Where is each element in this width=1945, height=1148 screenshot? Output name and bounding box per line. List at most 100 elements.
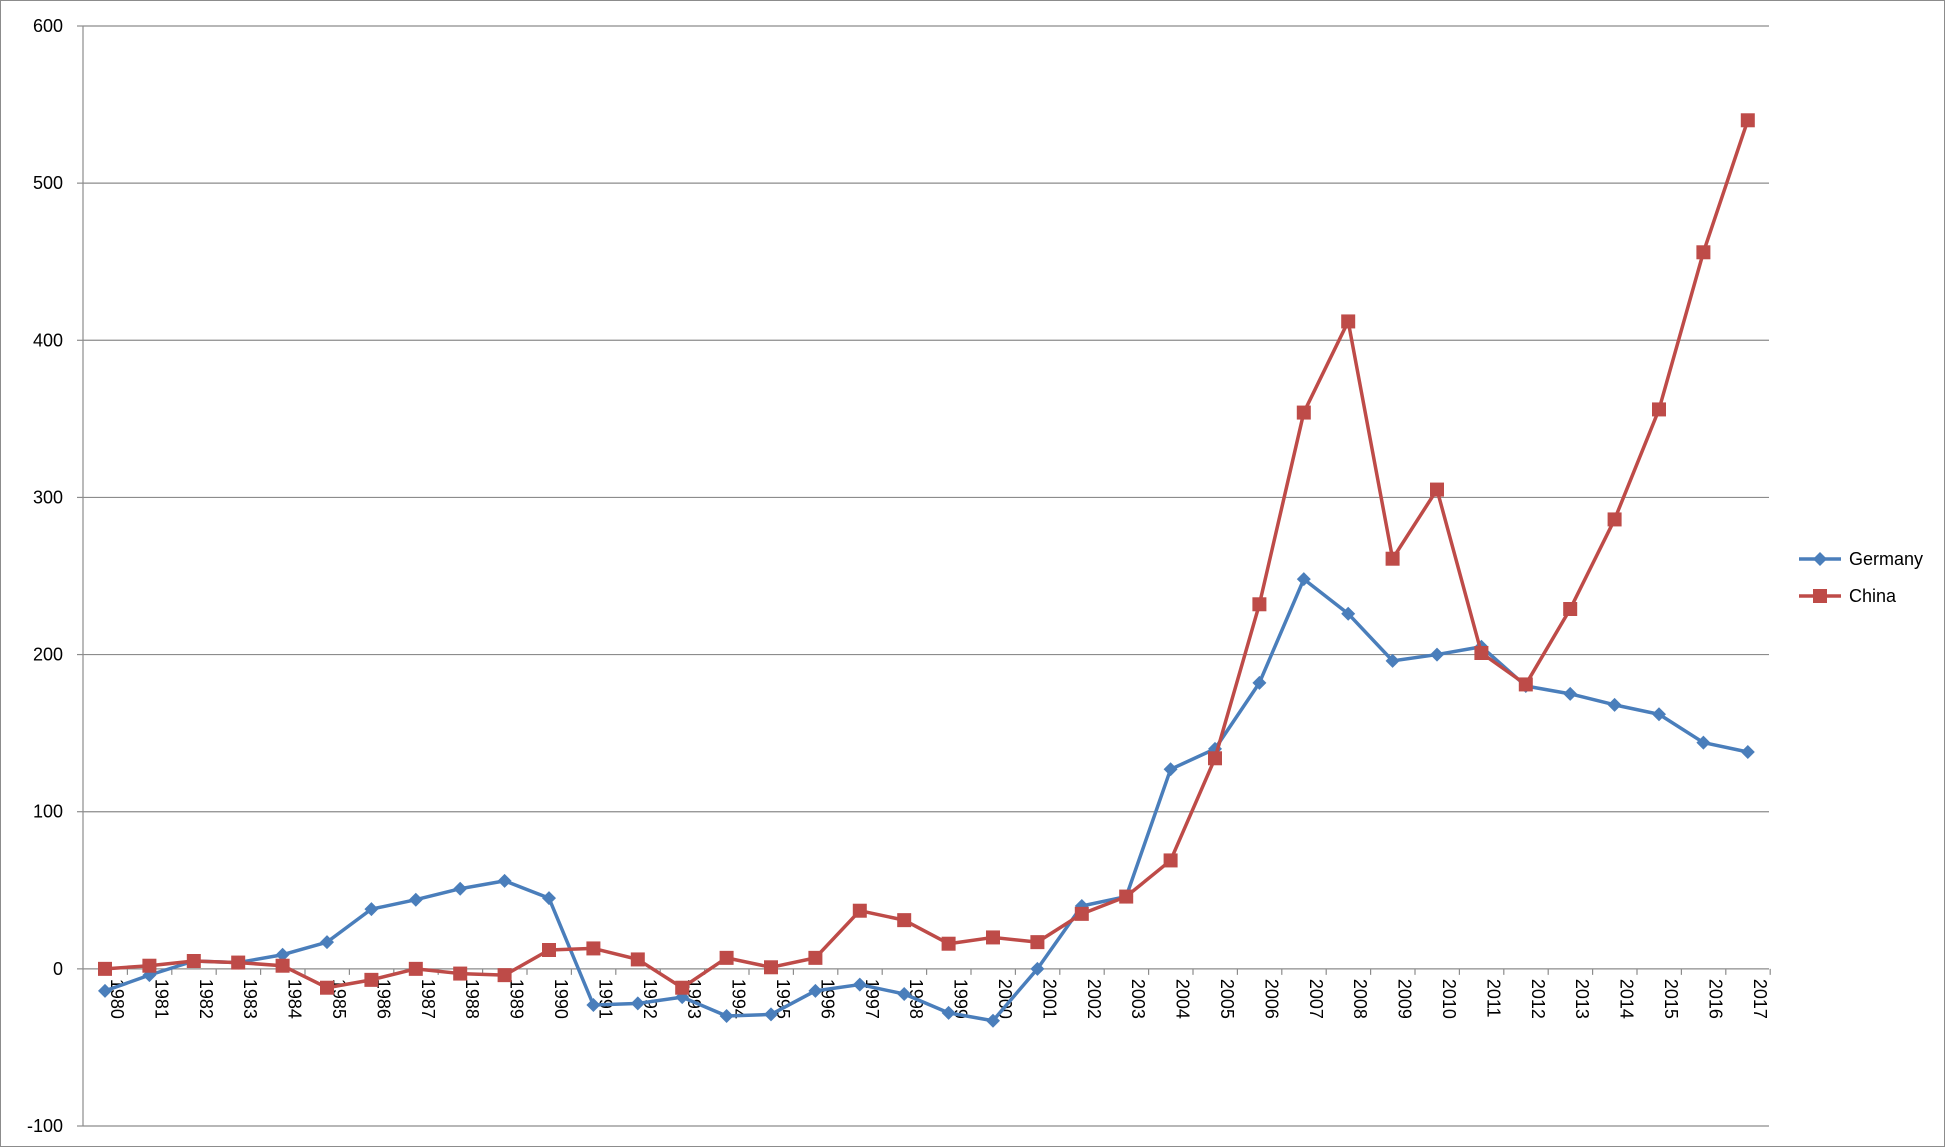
data-point xyxy=(231,955,246,970)
data-point xyxy=(1652,707,1666,722)
data-point xyxy=(1385,551,1400,566)
data-point xyxy=(1208,751,1222,766)
legend: Germany China xyxy=(1799,549,1923,606)
data-point xyxy=(453,881,468,896)
series-germany xyxy=(98,572,1755,1028)
data-point xyxy=(1652,402,1666,417)
y-tick-label: 500 xyxy=(33,173,63,193)
data-point xyxy=(408,961,423,976)
data-point xyxy=(719,950,734,965)
data-point xyxy=(586,998,601,1012)
x-tick-label: 1982 xyxy=(196,979,216,1019)
y-tick-label: 400 xyxy=(33,330,63,350)
data-point xyxy=(1030,961,1045,976)
series-line xyxy=(104,119,1750,990)
y-tick-label: 100 xyxy=(33,802,63,822)
x-tick-label: 1989 xyxy=(507,979,527,1019)
data-point xyxy=(98,983,112,998)
data-point xyxy=(497,873,512,888)
x-tick-label: 2006 xyxy=(1261,979,1281,1019)
x-tick-label: 2003 xyxy=(1128,979,1148,1019)
data-point xyxy=(364,972,379,987)
data-point xyxy=(1030,935,1045,950)
series-china xyxy=(98,113,1755,995)
data-point xyxy=(1385,653,1400,668)
series-layer xyxy=(98,113,1755,1028)
data-point xyxy=(1474,646,1489,660)
data-point xyxy=(542,891,556,906)
x-tick-label: 1991 xyxy=(595,979,615,1019)
data-point xyxy=(719,1009,734,1023)
x-tick-label: 2011 xyxy=(1483,979,1503,1018)
data-point xyxy=(142,958,157,973)
data-point xyxy=(1252,597,1267,612)
data-point xyxy=(897,913,912,928)
data-point xyxy=(275,947,290,962)
data-point xyxy=(1696,245,1711,260)
y-tick-label: 200 xyxy=(33,645,63,665)
data-point xyxy=(1430,647,1444,662)
data-point xyxy=(320,980,334,995)
data-point xyxy=(1518,677,1533,692)
legend-marker xyxy=(1813,589,1827,603)
y-tick-label: 0 xyxy=(53,959,63,979)
x-tick-label: 2000 xyxy=(995,979,1015,1019)
x-tick-label: 2017 xyxy=(1750,979,1770,1019)
data-point xyxy=(1341,606,1356,621)
data-point xyxy=(1163,762,1178,777)
x-tick-label: 1988 xyxy=(462,979,482,1019)
legend-marker xyxy=(1813,552,1827,566)
data-point xyxy=(1607,697,1622,712)
data-point xyxy=(675,980,690,995)
data-point xyxy=(1119,889,1134,904)
data-point xyxy=(275,958,290,973)
data-point xyxy=(1296,572,1311,587)
x-tick-label: 2013 xyxy=(1572,979,1592,1019)
x-tick-label: 1992 xyxy=(640,979,660,1019)
legend-label: China xyxy=(1849,586,1897,606)
x-tick-label: 2005 xyxy=(1217,979,1237,1019)
x-tick-label: 1984 xyxy=(285,979,305,1019)
data-point xyxy=(852,903,867,918)
data-point xyxy=(630,996,645,1011)
x-axis-tick-labels: 1980 1981 1982 1983 1984 1985 1986 1987 1988 1989… xyxy=(107,979,1770,1019)
data-point xyxy=(1296,405,1311,420)
x-tick-label: 2014 xyxy=(1617,979,1637,1019)
x-tick-label: 2004 xyxy=(1173,979,1193,1019)
data-point xyxy=(986,1013,1000,1028)
data-point xyxy=(986,930,1000,945)
x-tick-label: 2001 xyxy=(1039,979,1059,1019)
data-point xyxy=(1740,113,1755,128)
x-tick-label: 1990 xyxy=(551,979,571,1019)
axes xyxy=(77,25,1771,1127)
data-point xyxy=(852,977,867,992)
data-point xyxy=(1341,314,1356,329)
data-point xyxy=(630,952,645,967)
data-point xyxy=(808,950,823,965)
y-axis-tick-labels: -100 0 100 200 300 400 500 600 xyxy=(27,16,63,1136)
data-point xyxy=(186,954,201,968)
data-point xyxy=(408,892,423,907)
x-tick-label: 1986 xyxy=(373,979,393,1019)
data-point xyxy=(98,961,112,976)
data-point xyxy=(364,902,379,917)
data-point xyxy=(1430,482,1444,497)
data-point xyxy=(453,966,468,981)
x-tick-label: 2012 xyxy=(1528,979,1548,1019)
legend-label: Germany xyxy=(1849,549,1923,569)
data-point xyxy=(542,943,556,957)
legend-entry: China xyxy=(1799,586,1897,606)
legend-entry: Germany xyxy=(1799,549,1923,569)
data-point xyxy=(941,936,956,951)
y-tick-label: 600 xyxy=(33,16,63,36)
x-tick-label: 1981 xyxy=(151,979,171,1019)
x-tick-label: 2007 xyxy=(1306,979,1326,1019)
x-tick-label: 1987 xyxy=(418,979,438,1019)
y-tick-label: -100 xyxy=(27,1116,63,1136)
x-tick-label: 2009 xyxy=(1395,979,1415,1019)
x-tick-label: 2016 xyxy=(1705,979,1725,1019)
x-tick-label: 2008 xyxy=(1350,979,1370,1019)
data-point xyxy=(320,935,334,950)
